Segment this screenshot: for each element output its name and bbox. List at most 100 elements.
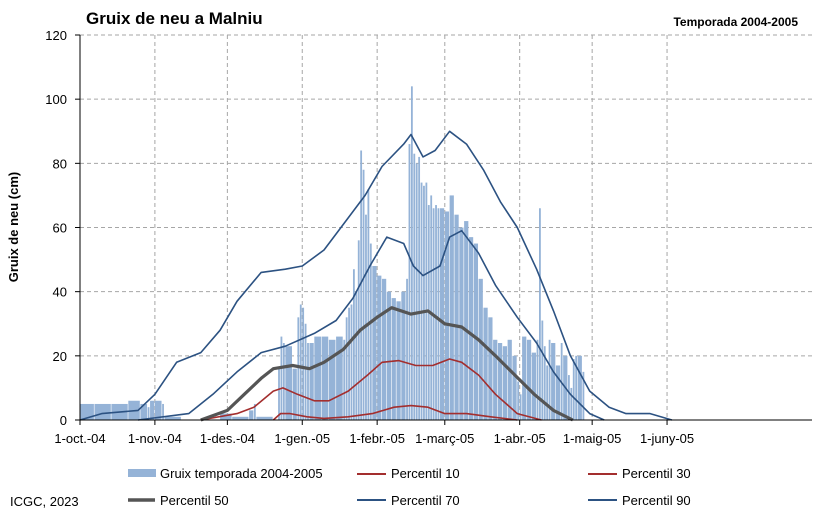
snow-depth-bar (280, 336, 283, 420)
snow-depth-bar (362, 169, 365, 420)
snow-depth-bar (321, 336, 329, 420)
snow-depth-bar (381, 278, 387, 420)
snow-depth-bar (444, 211, 450, 420)
snow-depth-bar (548, 339, 551, 420)
snow-depth-bar (147, 407, 150, 420)
snow-depth-bar (336, 336, 343, 420)
snow-depth-bar (367, 189, 370, 420)
y-tick-label: 120 (45, 28, 67, 43)
snow-depth-bar (468, 237, 474, 420)
snow-depth-bar (410, 86, 413, 420)
legend-label-p50: Percentil 50 (160, 493, 229, 508)
snow-depth-bar (425, 182, 428, 420)
snow-depth-bar (307, 343, 309, 420)
snow-depth-bar (140, 403, 148, 420)
snow-depth-bar (478, 278, 483, 420)
snow-depth-bar (437, 208, 440, 420)
snow-depth-bar (459, 227, 464, 420)
snow-depth-bar (577, 355, 582, 420)
snow-depth-bar (572, 359, 575, 420)
snow-depth-bar (546, 365, 549, 420)
x-tick-label: 1-març-05 (415, 431, 474, 446)
legend-label-p30: Percentil 30 (622, 466, 691, 481)
snow-depth-bar (575, 355, 578, 420)
snow-depth-bar (292, 368, 297, 420)
x-tick-label: 1-febr.-05 (349, 431, 405, 446)
snow-depth-bar (507, 339, 512, 420)
snow-depth-bar (582, 371, 585, 420)
snow-depth-bar (377, 275, 382, 420)
snow-depth-bar (512, 355, 517, 420)
snow-depth-bar (94, 403, 111, 420)
snow-depth-bar (285, 346, 292, 420)
snow-depth-bar (418, 156, 421, 420)
legend-label-p10: Percentil 10 (391, 466, 460, 481)
snow-depth-bar (278, 368, 280, 420)
legend-label-p70: Percentil 70 (391, 493, 460, 508)
snow-depth-bar (220, 413, 232, 420)
axes: 0 20 40 60 80 100 120 1-oct.-04 1-nov.-04 1-des.-… (45, 28, 812, 446)
snow-depth-bar (304, 323, 307, 420)
snow-depth-bar (154, 400, 162, 420)
snow-depth-bar (493, 339, 498, 420)
snow-depth-bar (439, 208, 445, 420)
snow-depth-bar (80, 403, 94, 420)
snow-depth-bar (249, 410, 254, 420)
snow-depth-bar (435, 205, 437, 420)
snow-depth-bar (488, 317, 493, 420)
legend-swatch-bars (128, 469, 156, 477)
snow-depth-bar (570, 387, 573, 420)
snow-depth-bar (297, 317, 300, 420)
snow-depth-bar (386, 291, 392, 420)
snow-depth-bar (539, 208, 541, 420)
x-tick-label: 1-gen.-05 (274, 431, 330, 446)
snow-depth-bar (302, 307, 305, 420)
snow-depth-bar (408, 144, 411, 421)
x-tick-label: 1-nov.-04 (128, 431, 182, 446)
snow-depth-bar (348, 307, 350, 420)
snow-depth-bar (568, 375, 570, 420)
snow-depth-bar (497, 343, 503, 420)
snow-depth-bar (328, 339, 336, 420)
legend-label-bars: Gruix temporada 2004-2005 (160, 466, 323, 481)
snow-depth-bar (372, 266, 377, 420)
y-tick-label: 20 (53, 349, 67, 364)
snow-depth-bar (454, 214, 459, 420)
x-tick-label: 1-juny-05 (640, 431, 694, 446)
snow-depth-bar (350, 304, 353, 420)
x-tick-label: 1-maig-05 (563, 431, 622, 446)
snow-depth-bar (413, 153, 416, 421)
x-tick-label: 1-abr.-05 (494, 431, 546, 446)
snow-depth-bar (555, 365, 561, 420)
y-tick-label: 60 (53, 221, 67, 236)
snow-depth-bar (517, 381, 520, 420)
legend-label-p90: Percentil 90 (622, 493, 691, 508)
y-tick-label: 100 (45, 92, 67, 107)
snow-depth-bar (483, 307, 488, 420)
snow-depth-bar (162, 403, 164, 420)
y-tick-label: 80 (53, 156, 67, 171)
x-tick-label: 1-des.-04 (200, 431, 255, 446)
snow-depth-bar (519, 394, 522, 420)
snow-depth-bar (430, 195, 433, 420)
snow-depth-bar (253, 403, 256, 420)
snow-depth-bar (401, 291, 406, 420)
snow-depth-bar (360, 150, 363, 420)
snow-depth-bar (415, 163, 418, 421)
snow-depth-bar (232, 416, 249, 420)
snow-depth-bar (282, 343, 285, 420)
credit-text: ICGC, 2023 (10, 494, 79, 509)
snow-depth-bar (522, 336, 527, 420)
y-tick-label: 40 (53, 285, 67, 300)
snow-depth-bar (464, 221, 469, 420)
snow-depth-bar (551, 343, 556, 420)
snow-depth-bar (449, 195, 454, 420)
snow-depth-bar (345, 317, 348, 420)
snow-depth-bar (369, 243, 372, 420)
snow-depth-bar (299, 304, 302, 420)
snow-depth-bar (365, 214, 367, 420)
chart-subtitle: Temporada 2004-2005 (673, 15, 798, 29)
percentile-30-line (200, 358, 542, 421)
snow-depth-bar (150, 400, 155, 420)
